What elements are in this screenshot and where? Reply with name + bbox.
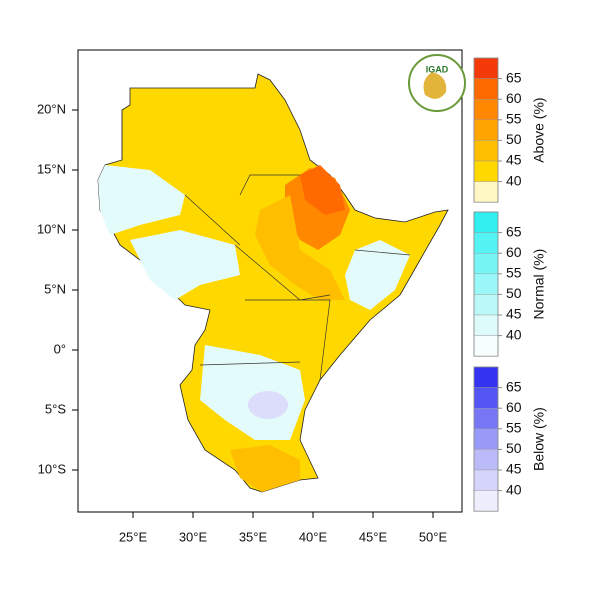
legend-band <box>473 252 499 274</box>
legend-box <box>473 366 499 512</box>
legend-band <box>473 314 499 336</box>
y-tick-label: 5°S <box>45 401 66 416</box>
igad-logo: IGAD <box>408 54 466 112</box>
legend-band <box>473 490 499 512</box>
legend-band <box>473 160 499 182</box>
logo-text: IGAD <box>426 64 449 74</box>
legend-label: 55 <box>506 111 522 127</box>
x-tick-label: 45°E <box>359 529 388 544</box>
legend-label: 40 <box>506 172 522 188</box>
legend-title: Normal (%) <box>531 249 547 320</box>
y-tick-label: 5°N <box>44 281 66 296</box>
legend-band <box>473 98 499 120</box>
legend-band <box>473 119 499 141</box>
legend-band <box>473 140 499 162</box>
y-tick-label: 10°S <box>38 461 67 476</box>
legend-band <box>473 273 499 295</box>
legend-label: 60 <box>506 90 522 106</box>
legend-band <box>473 335 499 357</box>
y-tick-label: 20°N <box>37 101 66 116</box>
logo-continent <box>423 72 447 99</box>
legend-box <box>473 57 499 203</box>
legend-label: 50 <box>506 131 522 147</box>
above-higher-area <box>300 165 345 215</box>
legend-band <box>473 449 499 471</box>
legend-label: 50 <box>506 440 522 456</box>
legend-label: 45 <box>506 306 522 322</box>
legend-band <box>473 294 499 316</box>
x-tick-label: 50°E <box>419 529 448 544</box>
legend-label: 40 <box>506 481 522 497</box>
country-borders <box>121 110 411 381</box>
y-tick-label: 15°N <box>37 161 66 176</box>
normal-area-kenya <box>345 240 410 310</box>
map-fields <box>97 73 449 493</box>
legend-label: 50 <box>506 285 522 301</box>
above-mid-area-south <box>230 445 300 492</box>
below-area <box>248 391 288 419</box>
x-tick-label: 30°E <box>179 529 208 544</box>
legend-band <box>473 428 499 450</box>
legend-label: 65 <box>506 69 522 85</box>
legend-band <box>473 408 499 430</box>
legend-band <box>473 232 499 254</box>
above-mid-area <box>255 195 345 300</box>
legend-band <box>473 181 499 203</box>
legend-band <box>473 57 499 79</box>
normal-area-south-sudan <box>130 230 240 300</box>
legend-title: Below (%) <box>531 407 547 471</box>
normal-area-west <box>98 165 185 235</box>
x-tick-label: 40°E <box>299 529 328 544</box>
legend-band <box>473 366 499 388</box>
legend-box <box>473 211 499 357</box>
legend-label: 45 <box>506 461 522 477</box>
legend-band <box>473 469 499 491</box>
legend-title: Above (%) <box>531 97 547 162</box>
legend-label: 55 <box>506 420 522 436</box>
y-tick-label: 10°N <box>37 221 66 236</box>
legend-label: 60 <box>506 399 522 415</box>
y-tick-label: 0° <box>54 341 66 356</box>
legend-label: 60 <box>506 244 522 260</box>
legend-label: 65 <box>506 223 522 239</box>
legend-band <box>473 387 499 409</box>
legend-band <box>473 211 499 233</box>
legend-label: 40 <box>506 326 522 342</box>
legend-label: 65 <box>506 378 522 394</box>
legend-label: 45 <box>506 152 522 168</box>
legend-label: 55 <box>506 265 522 281</box>
x-tick-label: 35°E <box>239 529 268 544</box>
x-tick-label: 25°E <box>119 529 148 544</box>
legend-band <box>473 78 499 100</box>
